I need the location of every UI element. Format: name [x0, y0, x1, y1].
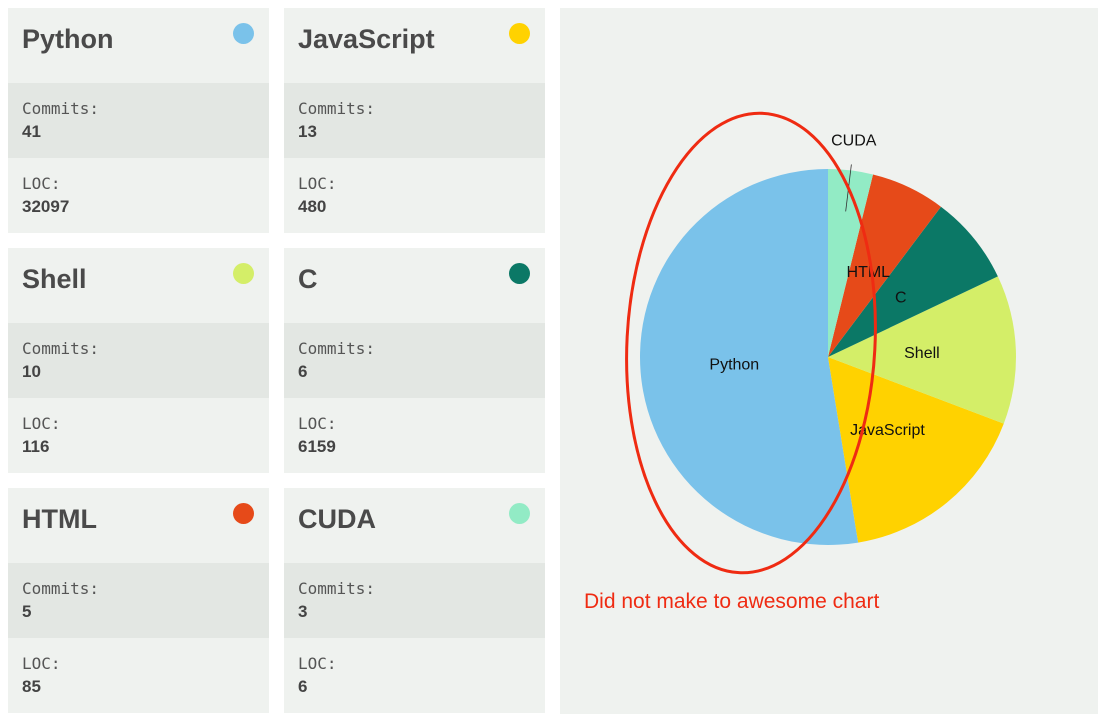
language-card-html: HTML Commits: 5 LOC: 85	[8, 488, 269, 713]
loc-row: LOC: 480	[284, 158, 545, 233]
commits-label: Commits:	[22, 99, 100, 118]
loc-label: LOC:	[298, 174, 337, 193]
loc-row: LOC: 6	[284, 638, 545, 713]
commits-row: Commits: 10	[8, 323, 269, 398]
commits-label: Commits:	[298, 579, 376, 598]
loc-value: 116	[22, 437, 50, 456]
commits-label: Commits:	[298, 339, 376, 358]
loc-value: 6159	[298, 437, 336, 456]
loc-value: 32097	[22, 197, 70, 216]
language-card-shell: Shell Commits: 10 LOC: 116	[8, 248, 269, 473]
pie-label-cuda: CUDA	[831, 133, 877, 150]
language-name: CUDA	[298, 504, 376, 534]
loc-value: 6	[298, 677, 308, 696]
loc-row: LOC: 6159	[284, 398, 545, 473]
pie-label-shell: Shell	[904, 345, 940, 362]
language-name: C	[298, 264, 318, 294]
loc-row: LOC: 32097	[8, 158, 269, 233]
loc-label: LOC:	[22, 174, 61, 193]
commits-value: 5	[22, 602, 32, 621]
commits-label: Commits:	[22, 579, 100, 598]
loc-label: LOC:	[298, 414, 337, 433]
language-color-dot	[233, 23, 254, 44]
commits-value: 41	[22, 122, 41, 141]
loc-row: LOC: 116	[8, 398, 269, 473]
commits-label: Commits:	[22, 339, 100, 358]
language-card-python: Python Commits: 41 LOC: 32097	[8, 8, 269, 233]
language-card-javascript: JavaScript Commits: 13 LOC: 480	[284, 8, 545, 233]
language-card-cuda: CUDA Commits: 3 LOC: 6	[284, 488, 545, 713]
annotation-text: Did not make to awesome chart	[584, 590, 879, 613]
pie-label-c: C	[895, 290, 907, 307]
language-color-dot	[509, 503, 530, 524]
loc-value: 85	[22, 677, 41, 696]
language-name: JavaScript	[298, 24, 435, 54]
loc-row: LOC: 85	[8, 638, 269, 713]
language-color-dot	[233, 263, 254, 284]
loc-label: LOC:	[22, 654, 61, 673]
pie-slice-javascript	[828, 357, 1004, 543]
loc-label: LOC:	[298, 654, 337, 673]
pie-slice-html	[828, 174, 941, 357]
pie-slice-shell	[828, 276, 1016, 424]
pie-label-javascript: JavaScript	[850, 422, 925, 439]
commits-row: Commits: 6	[284, 323, 545, 398]
pie-slice-c	[828, 206, 998, 357]
commits-row: Commits: 13	[284, 83, 545, 158]
language-name: Shell	[22, 264, 87, 294]
language-card-c: C Commits: 6 LOC: 6159	[284, 248, 545, 473]
commits-row: Commits: 5	[8, 563, 269, 638]
loc-label: LOC:	[22, 414, 61, 433]
commits-value: 3	[298, 602, 308, 621]
language-name: Python	[22, 24, 114, 54]
chart-panel: Python JavaScript Shell C HTML CUDA Did not ma…	[560, 8, 1098, 714]
commits-value: 6	[298, 362, 308, 381]
commits-value: 10	[22, 362, 41, 381]
commits-row: Commits: 41	[8, 83, 269, 158]
language-color-dot	[509, 23, 530, 44]
commits-value: 13	[298, 122, 317, 141]
commits-label: Commits:	[298, 99, 376, 118]
loc-value: 480	[298, 197, 327, 216]
pie-slice-python	[639, 169, 859, 545]
commits-row: Commits: 3	[284, 563, 545, 638]
language-color-dot	[233, 503, 254, 524]
annotation-circle	[625, 111, 877, 575]
language-color-dot	[509, 263, 530, 284]
pie-slice-cuda	[828, 169, 873, 357]
pie-label-html: HTML	[847, 264, 891, 281]
pie-label-python: Python	[709, 357, 759, 374]
language-name: HTML	[22, 504, 97, 534]
